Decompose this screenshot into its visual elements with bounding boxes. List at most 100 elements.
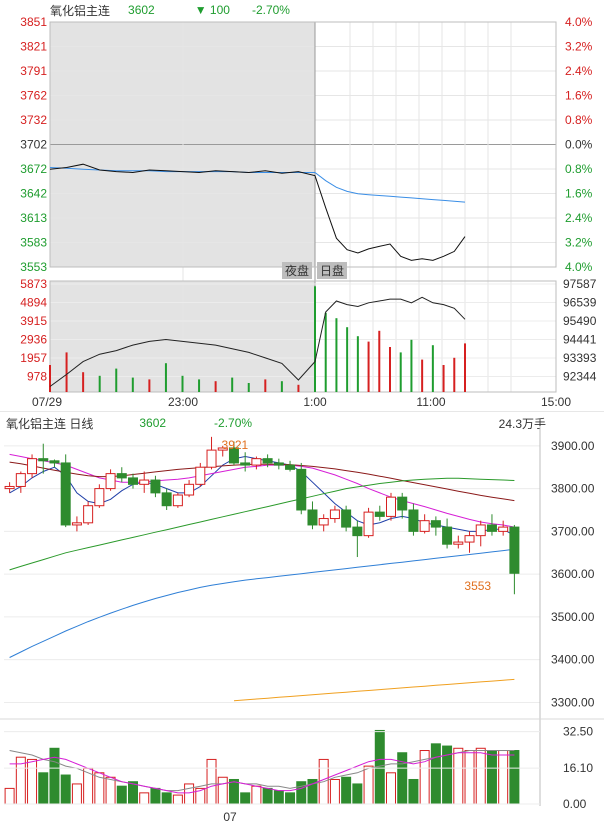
- candle-body: [240, 462, 251, 466]
- volume-bar: [389, 346, 391, 392]
- last-price: 3602: [128, 3, 155, 17]
- price-tick: 3821: [20, 40, 47, 54]
- price-tick: 3583: [20, 236, 47, 250]
- daily-volume-bar: [116, 785, 127, 805]
- volume-bar: [131, 377, 134, 392]
- oi-tick: 97587: [563, 277, 597, 291]
- daily-volume-bar: [150, 787, 161, 805]
- ma-60-line: [9, 461, 515, 502]
- volume-bar: [297, 384, 300, 392]
- daily-price-tick: 3700.00: [551, 524, 595, 538]
- volume-bar: [214, 381, 217, 392]
- candle-body: [307, 509, 318, 526]
- daily-volume-bar: [475, 747, 486, 805]
- candle-body: [318, 518, 329, 526]
- candle-body: [27, 458, 38, 475]
- candle-body: [150, 479, 161, 494]
- candle-body: [453, 541, 464, 545]
- volume-bar: [314, 286, 316, 392]
- intraday-chart[interactable]: 3851 4.0% 3821 3.2% 3791 2.4% 3762 1.6% 3732 0.8%…: [0, 0, 604, 410]
- volume-bar: [464, 343, 466, 392]
- daily-volume-bar: [486, 750, 497, 805]
- daily-volume-bar: [139, 792, 150, 805]
- candle-body: [94, 488, 105, 507]
- pct-tick: 0.0%: [565, 138, 593, 152]
- volume-bar: [431, 345, 434, 392]
- average-price-line: [49, 167, 466, 203]
- volume-ma-a-line: [9, 750, 515, 792]
- volume-bar: [198, 379, 201, 392]
- volume-bar: [399, 352, 402, 392]
- volume-bar: [324, 312, 327, 392]
- candle-body: [341, 509, 352, 528]
- candle-body: [60, 462, 71, 526]
- pct-tick: 0.8%: [565, 162, 593, 176]
- volume-bar: [335, 318, 338, 392]
- low-price-label: 3553: [464, 579, 491, 593]
- daily-volume-bar: [386, 772, 396, 805]
- daily-volume-bar: [262, 787, 273, 805]
- daily-volume-bar: [352, 783, 363, 805]
- daily-volume-bar: [38, 772, 49, 805]
- candle-body: [374, 511, 385, 517]
- daily-volume-bar: [4, 787, 15, 805]
- daily-volume-bar: [273, 790, 284, 805]
- price-tick: 3732: [20, 113, 47, 127]
- volume-bar: [247, 382, 250, 392]
- pct-tick: 2.4%: [565, 211, 593, 225]
- pct-tick: 1.6%: [565, 89, 593, 103]
- volume-ma-b-line: [9, 752, 515, 794]
- ma-long-line: [233, 678, 515, 702]
- candle-body: [128, 477, 138, 485]
- price-change-pct: -2.70%: [251, 3, 290, 17]
- volume-bar: [453, 357, 456, 392]
- candle-body: [509, 526, 520, 574]
- candle-body: [386, 496, 396, 517]
- volume-tick: 3915: [20, 314, 47, 328]
- candle-body: [486, 524, 497, 532]
- volume-bar: [98, 375, 101, 392]
- candle-body: [329, 509, 340, 520]
- volume-bar: [264, 379, 267, 392]
- price-tick: 3642: [20, 187, 47, 201]
- daily-price-tick: 3600.00: [551, 567, 595, 581]
- candle-body: [15, 473, 26, 487]
- price-change: ▼ 100: [194, 3, 230, 17]
- price-tick: 3851: [20, 15, 47, 29]
- time-tick: 15:00: [541, 395, 571, 409]
- ma-120-line: [9, 477, 515, 571]
- volume-tick: 5873: [20, 277, 47, 291]
- daily-volume-bar: [509, 750, 520, 805]
- daily-volume-bar: [430, 743, 441, 805]
- ma-short-line: [9, 455, 515, 537]
- volume-bar: [65, 352, 68, 392]
- volume-bar: [82, 372, 85, 392]
- volume-bar: [49, 364, 51, 392]
- pct-tick: 2.4%: [565, 64, 593, 78]
- candle-body: [83, 505, 94, 524]
- night-session-tag: [282, 262, 312, 279]
- daily-volume-bar: [408, 778, 419, 805]
- daily-volume-tick: 0.00: [563, 797, 587, 811]
- candle-body: [498, 526, 509, 532]
- daily-volume-bar: [228, 778, 239, 805]
- daily-chart[interactable]: 3900.00 3800.00 3700.00 3600.00 3500.00 3400.…: [0, 411, 604, 826]
- night-session-label: 夜盘: [285, 263, 309, 278]
- price-tick: 3762: [20, 89, 47, 103]
- volume-bar: [356, 336, 359, 392]
- volume-bar: [367, 341, 370, 392]
- pct-tick: 4.0%: [565, 15, 593, 29]
- daily-header: 氧化铝主连 日线 3602 -2.70% 24.3万手: [0, 413, 604, 433]
- daily-price-tick: 3800.00: [551, 482, 595, 496]
- pct-tick: 3.2%: [565, 40, 593, 54]
- candle-body: [184, 483, 195, 496]
- candle-body: [285, 464, 296, 470]
- volume-bar: [280, 381, 283, 392]
- candle-body: [408, 509, 419, 532]
- daily-volume-bar: [498, 750, 509, 805]
- candle-body: [475, 524, 486, 537]
- candle-body: [4, 485, 15, 490]
- volume-bar: [421, 359, 424, 392]
- price-tick: 3553: [20, 260, 47, 274]
- price-tick: 3791: [20, 64, 47, 78]
